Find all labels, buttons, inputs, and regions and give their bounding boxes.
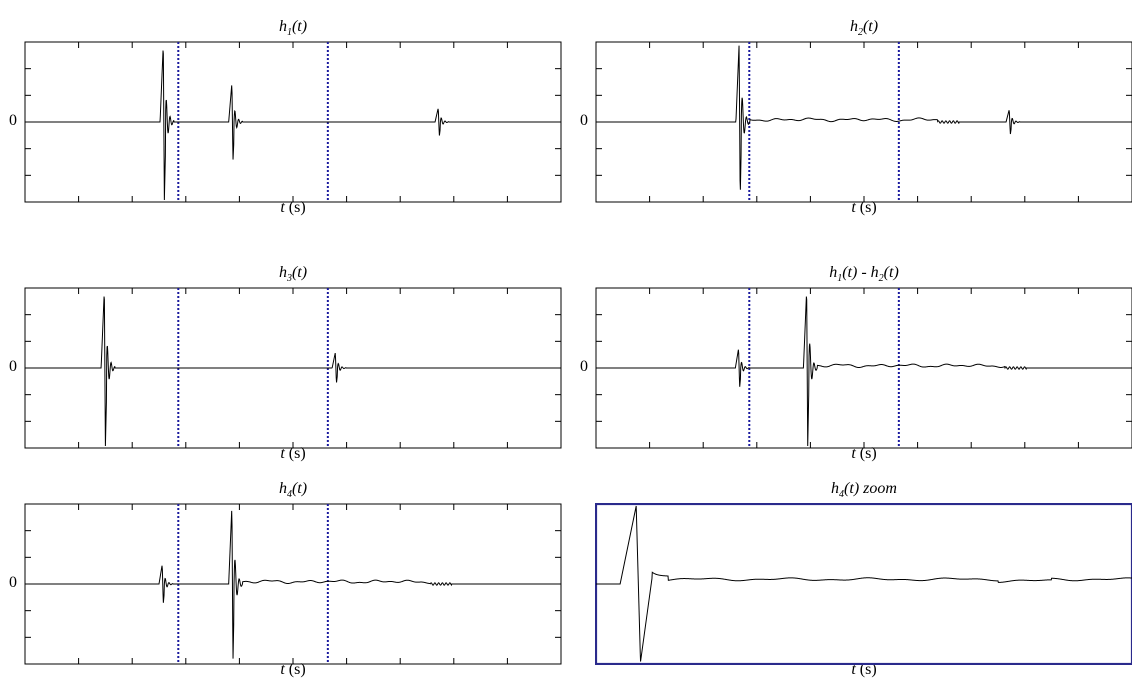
chart-title: h2(t) [850, 18, 878, 38]
x-axis-unit: (s) [855, 445, 877, 462]
title-subscript: 1 [837, 273, 843, 285]
impulse-response-trace [25, 510, 561, 659]
title-base: h [278, 480, 287, 497]
impulse-response-trace [596, 45, 1132, 190]
x-axis-unit: (s) [284, 445, 306, 462]
title-subscript: 1 [286, 27, 292, 39]
title-rest: (t) [862, 18, 879, 35]
y-zero-tick-label: 0 [9, 358, 17, 375]
title-base: h [849, 18, 858, 35]
title-rest: (t) [883, 264, 899, 281]
title-rest: (t) - h [842, 264, 879, 281]
impulse-response-trace [25, 50, 561, 201]
chart-title: h1(t) - h2(t) [829, 264, 899, 284]
x-axis-variable: t [280, 199, 285, 216]
title-subscript: 2 [878, 273, 884, 285]
y-zero-tick-label: 0 [9, 574, 17, 591]
title-subscript: 2 [857, 27, 863, 39]
x-axis-label: t (s) [280, 199, 305, 217]
title-rest: (t) zoom [844, 480, 897, 497]
x-axis-variable: t [851, 661, 856, 678]
x-axis-unit: (s) [855, 199, 877, 216]
title-rest: (t) [291, 18, 308, 35]
impulse-response-trace [25, 296, 561, 447]
title-base: h [278, 18, 287, 35]
plot-h4 [24, 503, 562, 665]
y-zero-tick-label: 0 [580, 112, 588, 129]
plot-h1mh2 [595, 287, 1132, 449]
plot-h4zoom [595, 503, 1132, 665]
impulse-response-trace [596, 296, 1132, 447]
x-axis-label: t (s) [851, 199, 876, 217]
plot-h1 [24, 41, 562, 203]
title-rest: (t) [291, 264, 308, 281]
x-axis-variable: t [280, 445, 285, 462]
title-subscript: 3 [286, 273, 292, 285]
chart-title: h3(t) [279, 264, 307, 284]
plot-h3 [24, 287, 562, 449]
y-zero-tick-label: 0 [9, 112, 17, 129]
axes-frame [595, 503, 1132, 665]
x-axis-variable: t [280, 661, 285, 678]
title-base: h [831, 480, 840, 497]
chart-title: h4(t) zoom [831, 480, 897, 500]
x-axis-unit: (s) [284, 661, 306, 678]
x-axis-label: t (s) [851, 661, 876, 679]
title-base: h [278, 264, 287, 281]
chart-title: h4(t) [279, 480, 307, 500]
plot-h2 [595, 41, 1132, 203]
title-base: h [829, 264, 838, 281]
impulse-response-trace [596, 505, 1132, 662]
title-rest: (t) [291, 480, 308, 497]
chart-title: h1(t) [279, 18, 307, 38]
x-axis-unit: (s) [284, 199, 306, 216]
x-axis-label: t (s) [280, 661, 305, 679]
title-subscript: 4 [839, 489, 845, 501]
x-axis-unit: (s) [855, 661, 877, 678]
title-subscript: 4 [286, 489, 292, 501]
x-axis-label: t (s) [851, 445, 876, 463]
y-zero-tick-label: 0 [580, 358, 588, 375]
x-axis-variable: t [851, 199, 856, 216]
x-axis-label: t (s) [280, 445, 305, 463]
x-axis-variable: t [851, 445, 856, 462]
